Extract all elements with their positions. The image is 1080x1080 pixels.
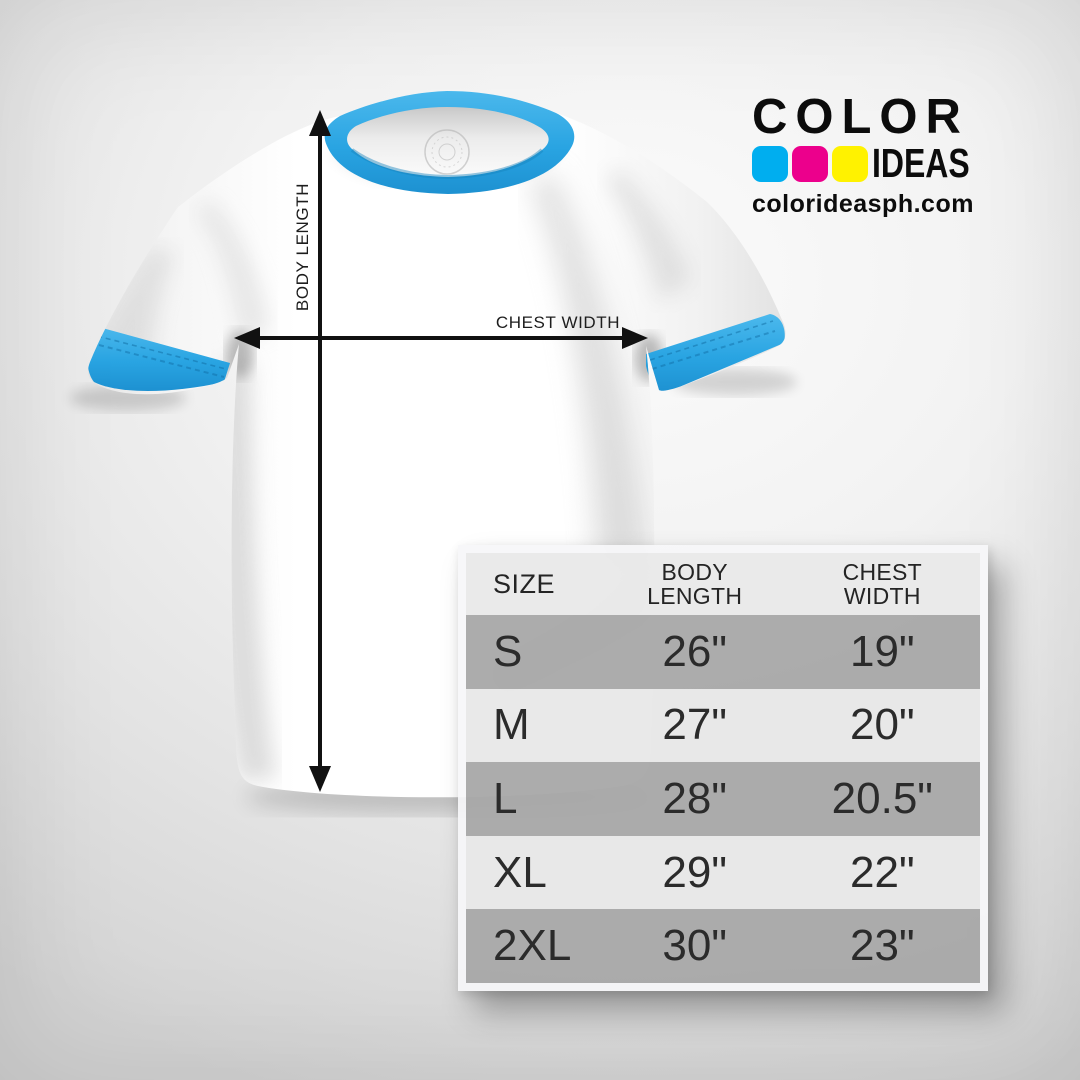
brand-logo-color-text: COLOR <box>752 90 969 144</box>
brand-logo-ideas-text: IDEAS <box>872 140 970 187</box>
cmyk-swatch-yellow-icon <box>832 145 868 182</box>
cmyk-swatch-magenta-icon <box>792 145 828 182</box>
body-length-arrow <box>309 110 331 792</box>
table-header-row: SIZE BODY LENGTH CHEST WIDTH <box>466 553 980 615</box>
table-row: S 26" 19" <box>466 615 980 689</box>
table-row: M 27" 20" <box>466 688 980 763</box>
chest-width-arrow <box>234 327 648 349</box>
left-cuff <box>88 326 230 391</box>
right-cuff <box>646 314 785 393</box>
brand-logo-swatch-row: IDEAS <box>752 140 988 187</box>
table-row: XL 29" 22" <box>466 835 980 910</box>
inner-neck-label-stamp <box>424 129 470 175</box>
header-size: SIZE <box>493 568 556 599</box>
brand-logo: COLOR IDEAS colorideasph.com <box>752 90 988 219</box>
collar <box>324 91 575 194</box>
cmyk-swatch-cyan-icon <box>752 145 788 182</box>
chest-width-label: CHEST WIDTH <box>495 313 621 332</box>
body-length-label: BODY LENGTH <box>293 182 312 312</box>
size-chart-table: SIZE BODY LENGTH CHEST WIDTH S 26" 19" M… <box>458 545 988 991</box>
header-chest-width: CHEST WIDTH <box>842 558 923 609</box>
table-row: L 28" 20.5" <box>466 762 980 836</box>
table-row: 2XL 30" 23" <box>466 909 980 983</box>
brand-website: colorideasph.com <box>752 189 974 218</box>
header-body-length: BODY LENGTH <box>647 558 743 609</box>
